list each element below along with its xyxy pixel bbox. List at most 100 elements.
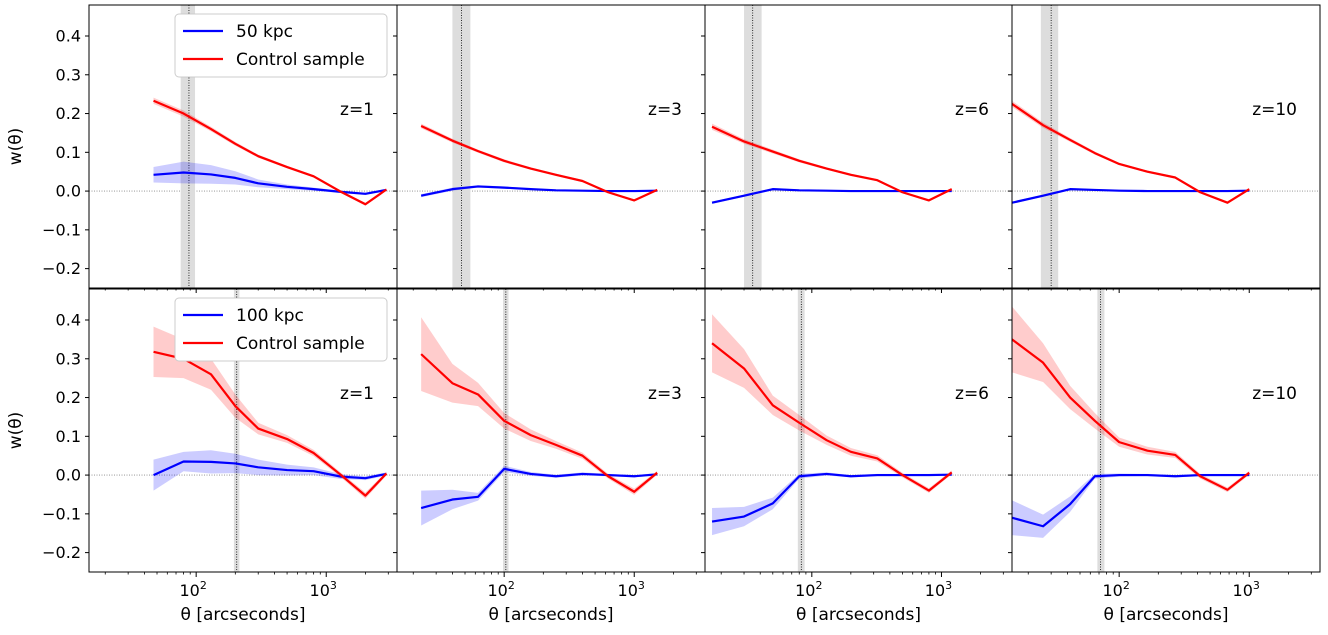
- legend-box: [174, 297, 388, 362]
- axes-frame: [704, 288, 1013, 573]
- plot-area: [397, 5, 705, 288]
- y-axis-label: w(θ): [6, 412, 26, 450]
- x-tick-label: 102: [795, 579, 822, 600]
- y-tick-label: 0.3: [56, 65, 81, 84]
- sample-error-band: [712, 472, 952, 536]
- x-tick-exponent: 2: [508, 579, 515, 592]
- legend-sample-label: 50 kpc: [236, 22, 293, 42]
- sample-error-band: [153, 161, 387, 195]
- axes-frame: [1011, 288, 1321, 573]
- sample-error-band: [1012, 473, 1250, 538]
- panel-r1-c4: z=10: [1008, 4, 1321, 293]
- legend: 100 kpc Control sample: [174, 297, 388, 362]
- x-tick-base: 10: [1233, 581, 1253, 600]
- x-tick-exponent: 2: [815, 579, 822, 592]
- x-axis-label: θ [arcseconds]: [1104, 605, 1229, 625]
- sample-series-line: [711, 188, 952, 204]
- scale-band: [233, 289, 240, 572]
- x-tick-exponent: 3: [638, 579, 645, 592]
- y-tick-label: 0.1: [56, 427, 81, 446]
- y-tick-label: −0.1: [42, 504, 81, 523]
- control-series-line: [420, 124, 658, 202]
- y-tick-label: −0.1: [42, 220, 81, 239]
- control-error-band: [153, 326, 387, 499]
- x-tick-exponent: 2: [200, 579, 207, 592]
- panel-label: z=6: [955, 100, 989, 120]
- control-series-line: [711, 342, 953, 492]
- y-tick-label: 0.0: [56, 466, 81, 485]
- y-axis-label: w(θ): [6, 128, 26, 166]
- sample-series-line: [153, 171, 387, 195]
- x-tick-exponent: 3: [1253, 579, 1260, 592]
- x-tick-label: 102: [487, 579, 514, 600]
- y-tick-label: 0.0: [56, 182, 81, 201]
- sample-series-line: [1012, 188, 1250, 204]
- sample-series-line: [711, 472, 952, 523]
- sample-series-line: [153, 460, 387, 480]
- x-tick-label: 102: [179, 579, 206, 600]
- control-series-line: [153, 350, 388, 497]
- x-tick-label: 103: [925, 579, 952, 600]
- scale-band: [797, 289, 805, 572]
- x-tick-base: 10: [310, 581, 330, 600]
- control-series-line: [1012, 102, 1250, 204]
- x-tick-base: 10: [618, 581, 638, 600]
- y-tick-label: 0.1: [56, 143, 81, 162]
- scale-band: [744, 5, 762, 288]
- plot-area: [89, 289, 397, 572]
- x-tick-label: 103: [1233, 579, 1260, 600]
- plot-area: [397, 289, 705, 572]
- plot-area: [1012, 289, 1320, 572]
- legend-box: [174, 13, 388, 78]
- x-tick-base: 10: [487, 581, 507, 600]
- sample-series-line: [420, 467, 658, 510]
- control-series-line: [153, 99, 388, 206]
- control-error-band: [1012, 306, 1250, 493]
- scale-band: [1097, 289, 1105, 572]
- plot-area: [705, 5, 1012, 288]
- y-tick-label: 0.4: [56, 27, 81, 46]
- axes-frame: [396, 288, 706, 573]
- x-tick-label: 103: [618, 579, 645, 600]
- x-tick-exponent: 2: [1123, 579, 1130, 592]
- control-error-band: [712, 314, 952, 493]
- x-tick-exponent: 3: [945, 579, 952, 592]
- scale-band: [503, 289, 509, 572]
- y-tick-label: 0.3: [56, 349, 81, 368]
- panel-label: z=3: [648, 384, 682, 404]
- control-series-line: [420, 353, 658, 493]
- scale-band: [452, 5, 471, 288]
- panel-label: z=6: [955, 384, 989, 404]
- x-axis-label: θ [arcseconds]: [489, 605, 614, 625]
- panel-label: z=10: [1252, 384, 1297, 404]
- plot-area: [1012, 5, 1320, 288]
- scale-band: [1040, 5, 1059, 288]
- y-tick-label: 0.2: [56, 104, 81, 123]
- axes-frame: [1011, 4, 1321, 289]
- panel-label: z=1: [340, 384, 374, 404]
- axes-frame: [396, 4, 706, 289]
- control-error-band: [153, 97, 387, 206]
- legend-control-label: Control sample: [236, 334, 365, 354]
- panel-label: z=3: [648, 100, 682, 120]
- x-tick-base: 10: [179, 581, 199, 600]
- legend-sample-label: 100 kpc: [236, 306, 304, 326]
- plot-area: [705, 289, 1012, 572]
- panel-r1-c3: z=6: [701, 4, 1013, 293]
- control-series-line: [1012, 338, 1250, 491]
- y-tick-label: −0.2: [42, 543, 81, 562]
- sample-series-line: [1012, 473, 1250, 528]
- panel-label: z=1: [340, 100, 374, 120]
- legend: 50 kpc Control sample: [174, 13, 388, 78]
- y-tick-label: −0.2: [42, 259, 81, 278]
- y-tick-label: 0.2: [56, 388, 81, 407]
- x-tick-exponent: 3: [330, 579, 337, 592]
- legend-control-label: Control sample: [236, 50, 365, 70]
- x-tick-base: 10: [795, 581, 815, 600]
- sample-error-band: [153, 450, 387, 491]
